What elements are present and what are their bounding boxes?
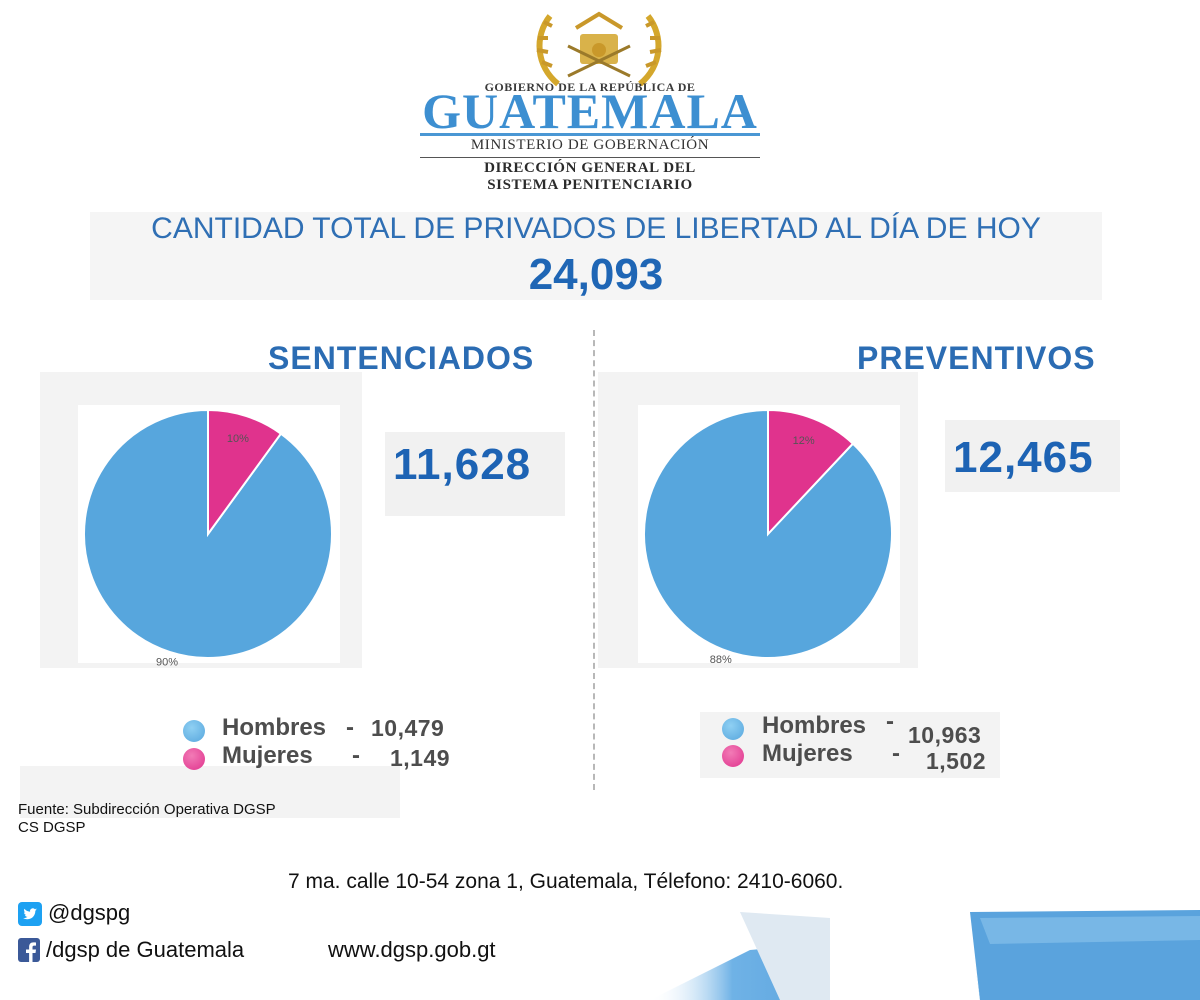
preventivos-title: PREVENTIVOS (857, 340, 1096, 376)
section-divider (593, 330, 595, 790)
logo-rule-thin (420, 157, 760, 158)
sentenciados-legend-men-value: 10,479 (371, 715, 445, 741)
direction-line-1: DIRECCIÓN GENERAL DEL (484, 160, 696, 176)
preventivos-count: 12,465 (953, 433, 1094, 482)
direction-line-2: SISTEMA PENITENCIARIO (487, 177, 693, 193)
sentenciados-legend-background (20, 766, 400, 818)
government-line: GOBIERNO DE LA REPÚBLICA DE (484, 80, 696, 94)
sentenciados-count: 11,628 (393, 440, 532, 489)
preventivos-count-box (945, 420, 1120, 492)
twitter-handle[interactable]: @dgspg (48, 900, 131, 925)
sentenciados-legend-women-dash: - (352, 742, 360, 769)
preventivos-legend-men-dash: - (886, 708, 894, 735)
sentenciados-legend-women-label: Mujeres (222, 742, 313, 769)
ministry-name: MINISTERIO DE GOBERNACIÓN (470, 137, 710, 153)
total-count: 24,093 (528, 250, 664, 299)
address-line: 7 ma. calle 10-54 zona 1, Guatemala, Tél… (288, 870, 844, 893)
sentenciados-legend-women-dot (183, 748, 205, 770)
preventivos-legend-women-value: 1,502 (926, 748, 987, 774)
preventivos-legend-men-dot (722, 718, 744, 740)
sentenciados-legend-women-value: 1,149 (390, 745, 451, 771)
preventivos-legend-men-label: Hombres (762, 712, 867, 739)
sentenciados-slice-mujeres (207, 408, 283, 538)
summary-banner (90, 212, 1102, 300)
logo-rule (420, 133, 760, 136)
preventivos-slice-mujeres (767, 408, 855, 537)
coat-of-arms-emblem (536, 11, 662, 87)
preventivos-slice-label-mujeres: 12% (793, 435, 815, 447)
sentenciados-slice-label-mujeres: 10% (227, 433, 249, 445)
source-credit: CS DGSP (18, 819, 86, 836)
facebook-page[interactable]: /dgsp de Guatemala (46, 937, 245, 962)
preventivos-slice-label-hombres: 88% (710, 654, 732, 666)
sentenciados-pie-chart: 90% 10% (83, 408, 333, 668)
source-note: Fuente: Subdirección Operativa DGSP (18, 801, 276, 818)
preventivos-legend-women-dot (722, 745, 744, 767)
facebook-icon[interactable] (18, 938, 40, 962)
country-wordmark: GUATEMALA (422, 83, 758, 139)
preventivos-pie-chart: 88% 12% (643, 408, 893, 666)
website-link[interactable]: www.dgsp.gob.gt (328, 937, 496, 962)
preventivos-legend-background (700, 712, 1000, 778)
sentenciados-count-box (385, 432, 565, 516)
sentenciados-legend-men-label: Hombres (222, 714, 327, 741)
preventivos-legend-women-dash: - (892, 740, 900, 767)
sentenciados-title: SENTENCIADOS (268, 340, 535, 376)
sentenciados-legend-men-dash: - (346, 714, 354, 741)
sentenciados-slice-label-hombres: 90% (156, 656, 178, 668)
preventivos-legend-men-value: 10,963 (908, 722, 982, 748)
direction-name: DIRECCIÓN GENERAL DEL SISTEMA PENITENCIA… (420, 160, 760, 194)
page-title: CANTIDAD TOTAL DE PRIVADOS DE LIBERTAD A… (151, 212, 1041, 245)
sentenciados-legend-men-dot (183, 720, 205, 742)
flag-band-decoration (650, 910, 1200, 1000)
preventivos-legend-women-label: Mujeres (762, 740, 853, 767)
twitter-icon[interactable] (18, 902, 42, 926)
